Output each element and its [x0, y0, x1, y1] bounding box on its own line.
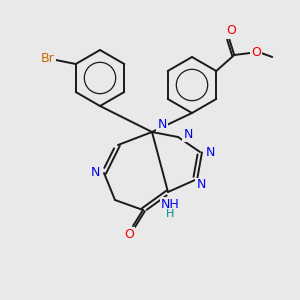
Text: O: O — [226, 25, 236, 38]
Text: H: H — [166, 209, 174, 219]
Text: Br: Br — [41, 52, 55, 65]
Text: O: O — [251, 46, 261, 59]
Text: N: N — [183, 128, 193, 140]
Text: NH: NH — [160, 197, 179, 211]
Text: N: N — [205, 146, 215, 158]
Text: N: N — [196, 178, 206, 191]
Text: N: N — [90, 166, 100, 178]
Text: O: O — [124, 227, 134, 241]
Text: N: N — [157, 118, 167, 130]
